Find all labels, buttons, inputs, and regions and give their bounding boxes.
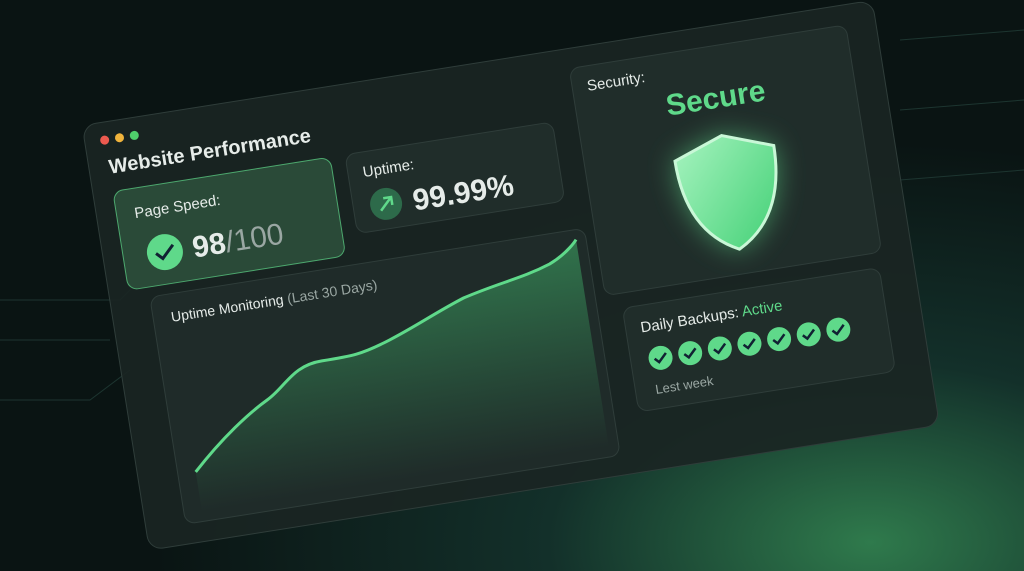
shield-icon (673, 133, 778, 251)
page-speed-value: 98/100 (190, 218, 286, 265)
window-dot[interactable] (100, 135, 110, 145)
uptime-line (194, 238, 578, 473)
dashboard: Website Performance Page Speed: 98/100 U… (83, 1, 938, 549)
arrow (380, 195, 394, 212)
check-mark (155, 243, 175, 261)
backups-status: Active (741, 297, 784, 320)
backup-check-marks (653, 324, 845, 364)
backup-checks (648, 317, 851, 370)
check-icon (146, 234, 183, 271)
uptime-area (195, 239, 609, 512)
window-dot[interactable] (114, 133, 124, 143)
window-dot[interactable] (129, 130, 139, 140)
page-speed-score: 98 (190, 227, 228, 265)
